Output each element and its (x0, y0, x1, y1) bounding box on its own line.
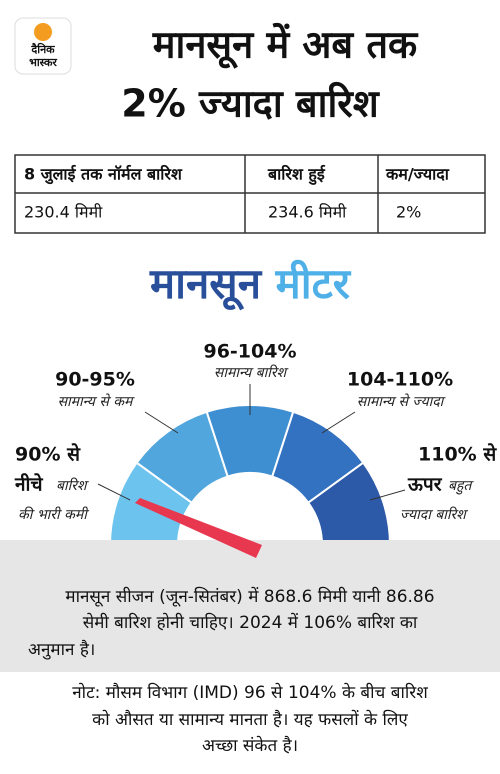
meter-title-part: मीटर (275, 259, 352, 308)
summary-line: अनुमान है। (28, 639, 95, 660)
logo-text: दैनिक (30, 42, 55, 56)
range-label: ऊपर (407, 474, 443, 496)
range-desc: बहुत (448, 478, 474, 495)
logo-sun (34, 23, 52, 41)
logo-text: भास्कर (29, 56, 57, 69)
gauge (108, 404, 392, 546)
table-cell: 230.4 मिमी (24, 203, 103, 222)
title: मानसून में अब तक (152, 23, 419, 70)
note-line: को औसत या सामान्य मानता है। यह फसलों के … (92, 709, 408, 730)
summary-line: मानसून सीजन (जून-सितंबर) में 868.6 मिमी … (65, 586, 434, 607)
logo-box (14, 17, 72, 75)
table-header: कम/ज्यादा (385, 165, 450, 184)
table-header: बारिश हुई (267, 165, 326, 186)
range-desc: सामान्य बारिश (214, 364, 289, 381)
range-label: 96-104% (203, 341, 296, 363)
summary-line: सेमी बारिश होनी चाहिए। 2024 में 106% बार… (83, 612, 418, 633)
table-grid (14, 154, 486, 234)
range-desc: सामान्य से कम (58, 393, 135, 410)
note-line: नोट: मौसम विभाग (IMD) 96 से 104% के बीच … (72, 682, 428, 703)
note-line: अच्छा संकेत है। (202, 735, 298, 756)
range-desc: की भारी कमी (18, 506, 90, 523)
table-cell: 234.6 मिमी (268, 203, 347, 222)
title: 2% ज्यादा बारिश (121, 82, 380, 126)
range-label: 110% से (418, 443, 497, 466)
leader-lines (97, 384, 406, 501)
meter-title: मानसून मीटर (149, 259, 352, 311)
table-header: 8 जुलाई तक नॉर्मल बारिश (24, 165, 183, 185)
range-label: 90-95% (55, 369, 135, 391)
range-label: 104-110% (347, 369, 453, 391)
range-desc: बारिश (56, 477, 89, 494)
range-desc: सामान्य से ज्यादा (357, 393, 447, 410)
needle (135, 498, 262, 558)
table-cell: 2% (396, 203, 421, 222)
range-label: नीचे (14, 473, 43, 496)
summary-box (0, 540, 500, 672)
range-label: 90% से (15, 443, 81, 466)
range-desc: ज्यादा बारिश (400, 506, 468, 523)
meter-title-part: मानसून (149, 259, 263, 311)
